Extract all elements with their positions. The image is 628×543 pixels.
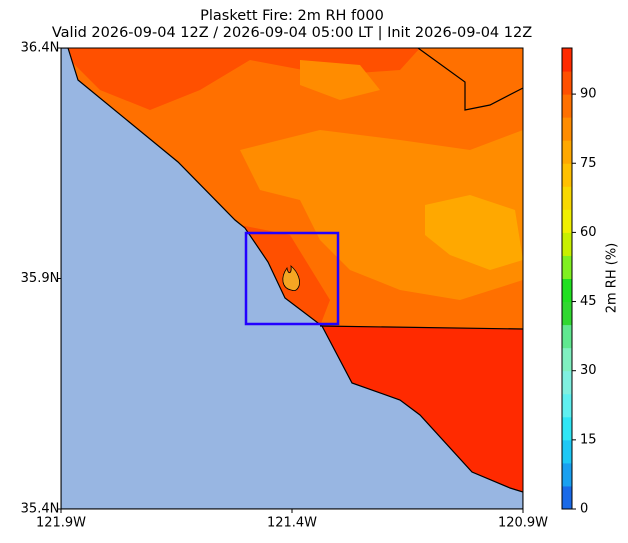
colorbar-segment bbox=[562, 347, 572, 372]
colorbar-segment bbox=[562, 416, 572, 441]
colorbar-segment bbox=[562, 301, 572, 326]
colorbar-segment bbox=[562, 370, 572, 395]
colorbar-label: 2m RH (%) bbox=[605, 243, 620, 314]
colorbar-segment bbox=[562, 186, 572, 210]
colorbar-tick-label: 45 bbox=[580, 294, 597, 309]
colorbar-tick-label: 15 bbox=[580, 432, 597, 447]
colorbar-segment bbox=[562, 278, 572, 303]
colorbar-tick-label: 75 bbox=[580, 156, 597, 171]
map-subtitle: Valid 2026-09-04 12Z / 2026-09-04 05:00 … bbox=[52, 25, 532, 41]
colorbar-frame bbox=[561, 47, 573, 510]
colorbar-segment bbox=[562, 117, 572, 141]
colorbar-segment bbox=[562, 485, 572, 510]
x-tick-label: 120.9W bbox=[498, 516, 548, 531]
y-tick-label: 36.4N bbox=[21, 41, 60, 56]
colorbar-tick-label: 90 bbox=[580, 87, 597, 102]
y-tick-label: 35.9N bbox=[21, 271, 60, 286]
colorbar-segment bbox=[562, 163, 572, 187]
colorbar-tick-label: 60 bbox=[580, 225, 597, 240]
colorbar-segment bbox=[562, 255, 572, 279]
colorbar-segment bbox=[562, 324, 572, 349]
y-tick-label: 35.4N bbox=[21, 502, 60, 517]
map-title: Plaskett Fire: 2m RH f000 bbox=[200, 8, 384, 24]
colorbar-segment bbox=[562, 71, 572, 95]
colorbar-segment bbox=[562, 94, 572, 118]
map-field bbox=[61, 48, 523, 509]
colorbar-segment bbox=[562, 462, 572, 487]
colorbar-segment bbox=[562, 393, 572, 418]
colorbar-segment bbox=[562, 209, 572, 233]
colorbar-segment bbox=[562, 232, 572, 256]
colorbar-tick-label: 30 bbox=[580, 363, 597, 378]
colorbar-segment bbox=[562, 439, 572, 464]
colorbar-tick-label: 0 bbox=[580, 502, 588, 517]
x-tick-label: 121.9W bbox=[36, 516, 86, 531]
colorbar-segment bbox=[562, 140, 572, 164]
colorbar-segment bbox=[562, 48, 572, 72]
x-tick-label: 121.4W bbox=[267, 516, 317, 531]
